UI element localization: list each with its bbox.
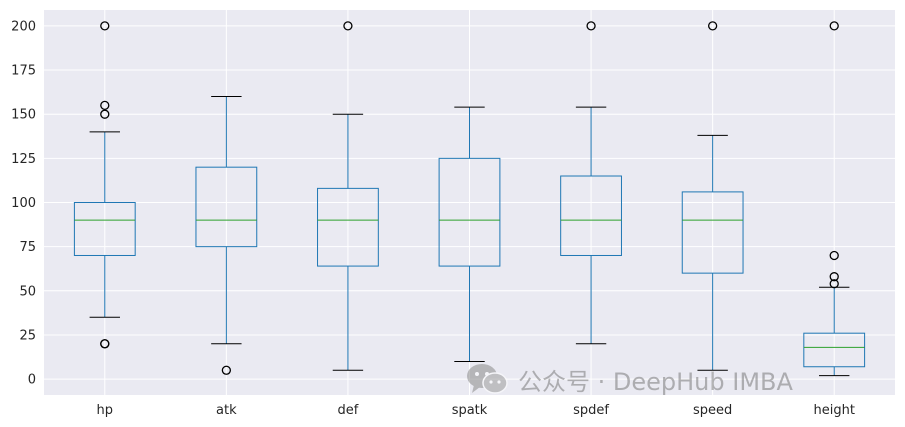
y-tick-label: 75 (19, 240, 36, 255)
box-series (73, 21, 866, 377)
box-hp (73, 21, 136, 349)
y-axis-tick-labels: 0 25 50 75 100 125 150 175 200 (11, 19, 36, 387)
y-tick-label: 125 (11, 152, 36, 167)
iqr-box (438, 157, 501, 267)
outlier-point (586, 21, 596, 31)
iqr-box (73, 202, 136, 256)
outlier-point (829, 272, 839, 282)
y-tick-label: 100 (11, 196, 36, 211)
y-tick-label: 50 (19, 284, 36, 299)
outlier-point (829, 21, 839, 31)
box-spdef (560, 21, 622, 345)
wechat-icon (467, 364, 508, 394)
box-speed (681, 21, 744, 371)
outlier-point (100, 339, 110, 349)
box-spatk (438, 106, 501, 362)
outlier-point (100, 100, 110, 111)
outlier-point (829, 250, 839, 261)
iqr-box (195, 166, 258, 248)
y-tick-label: 150 (11, 108, 36, 123)
outlier-point (707, 21, 718, 31)
outlier-point (343, 21, 353, 31)
y-tick-label: 175 (11, 64, 36, 79)
x-tick-label: atk (216, 403, 237, 418)
x-tick-label: def (338, 403, 359, 418)
box-height (803, 21, 866, 377)
outlier-point (829, 279, 839, 289)
outlier-point (221, 365, 232, 375)
iqr-box (317, 187, 379, 267)
watermark-text: 公众号 · DeepHub IMBA (518, 367, 793, 396)
iqr-box (560, 175, 622, 256)
iqr-box (681, 191, 744, 274)
x-tick-label: spatk (452, 403, 488, 418)
x-tick-label: hp (97, 403, 114, 418)
y-tick-label: 0 (28, 373, 36, 388)
y-tick-label: 25 (19, 328, 36, 343)
x-tick-label: speed (693, 403, 732, 418)
x-axis-tick-labels: hp atk def spatk spdef speed height (97, 403, 855, 418)
x-tick-label: height (813, 403, 854, 418)
x-tick-label: spdef (573, 403, 609, 418)
watermark: 公众号 · DeepHub IMBA (466, 362, 793, 396)
y-tick-label: 200 (11, 19, 36, 34)
iqr-box (803, 332, 866, 368)
box-atk (195, 96, 258, 375)
outlier-point (100, 109, 110, 119)
box-def (317, 21, 379, 371)
outlier-point (100, 21, 110, 31)
